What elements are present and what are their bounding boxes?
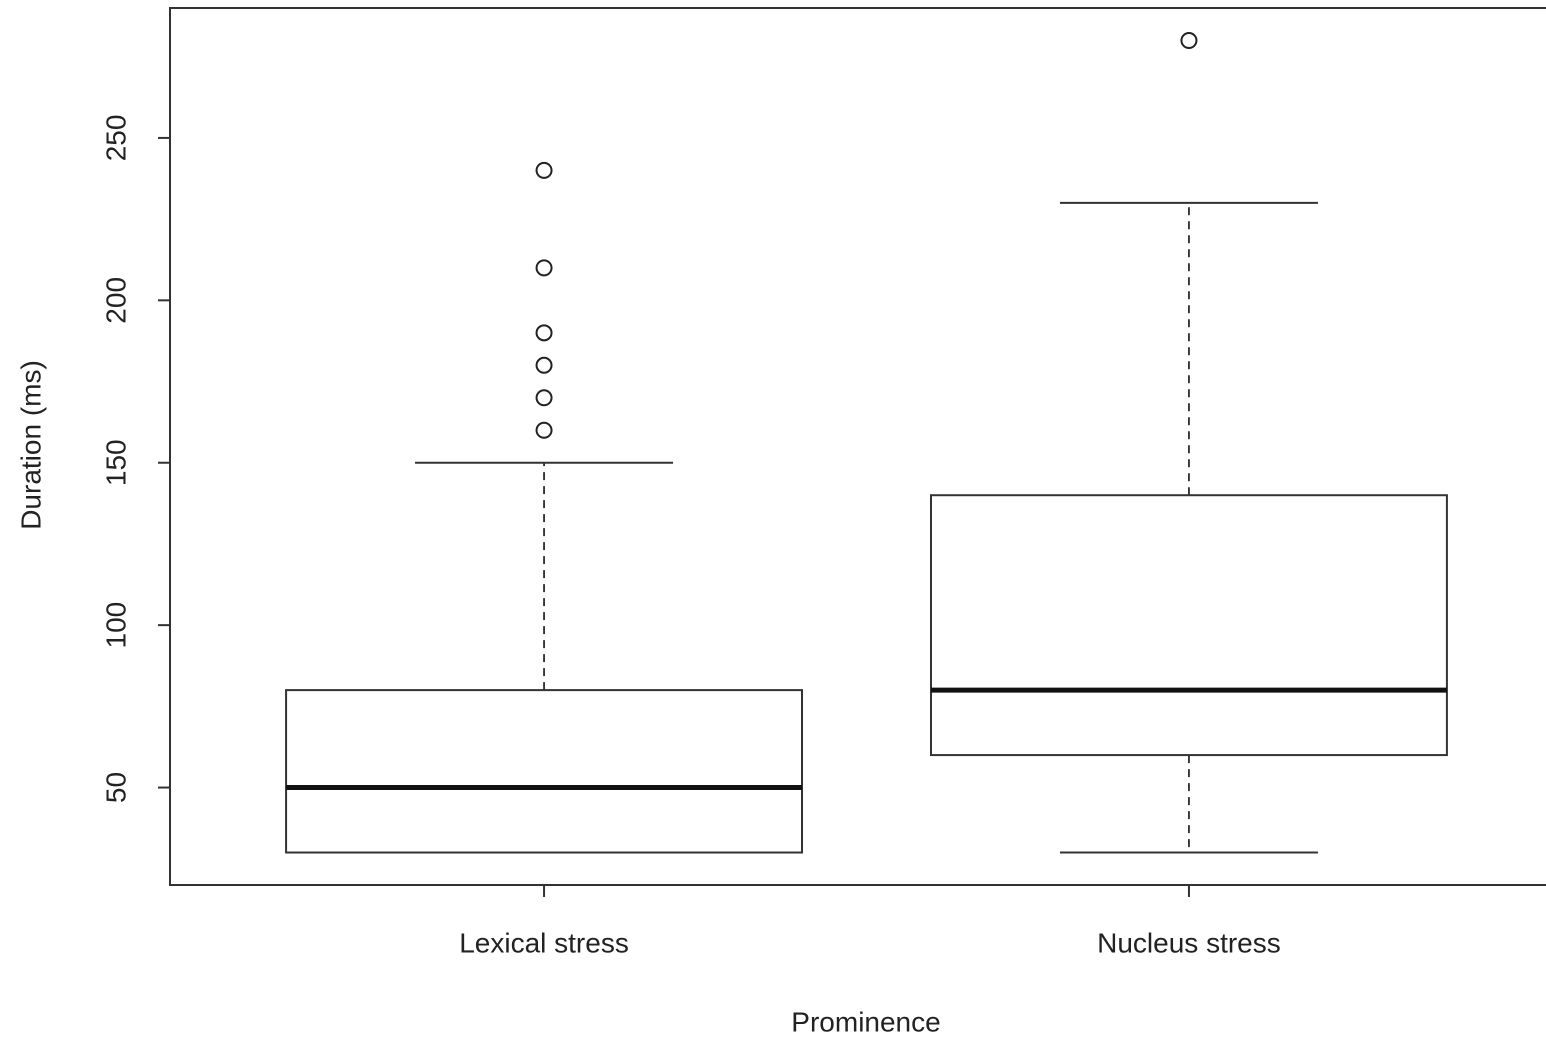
y-axis-label: Duration (ms) — [15, 360, 46, 530]
outlier — [1180, 31, 1198, 49]
outlier — [535, 324, 553, 342]
outlier — [535, 356, 553, 374]
outlier — [535, 259, 553, 277]
y-tick-label: 200 — [100, 277, 131, 324]
x-tick-label: Nucleus stress — [1097, 927, 1281, 958]
x-tick-label: Lexical stress — [459, 927, 629, 958]
y-tick-label: 150 — [100, 439, 131, 486]
outlier — [535, 161, 553, 179]
y-tick-label: 50 — [100, 772, 131, 803]
outlier — [535, 421, 553, 439]
plot-frame — [169, 7, 1546, 886]
x-axis-label: Prominence — [791, 1006, 940, 1037]
y-tick-label: 250 — [100, 115, 131, 162]
box — [285, 689, 804, 854]
outlier — [535, 389, 553, 407]
y-tick-label: 100 — [100, 602, 131, 649]
box — [929, 494, 1448, 757]
